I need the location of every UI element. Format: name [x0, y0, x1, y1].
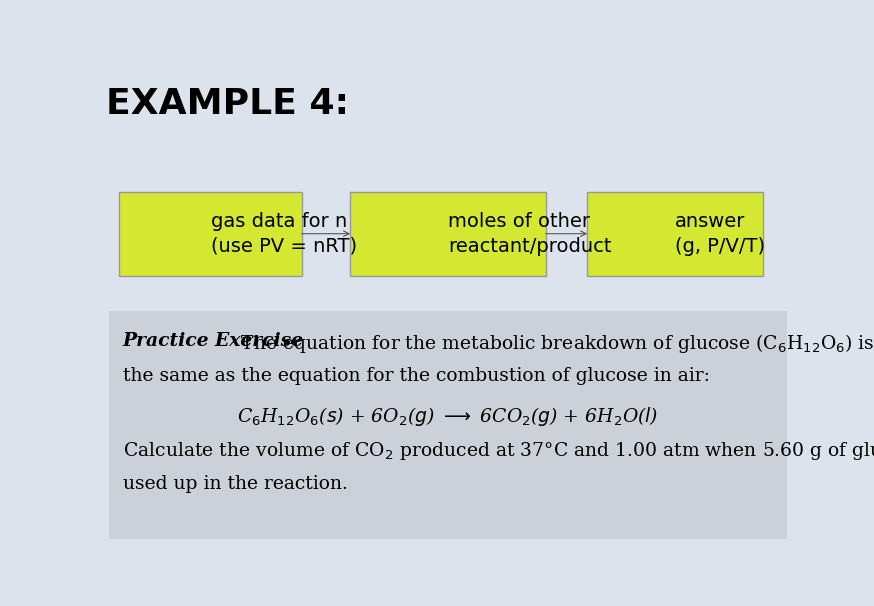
Text: The equation for the metabolic breakdown of glucose (C$_6$H$_{12}$O$_6$) is: The equation for the metabolic breakdown… [234, 331, 874, 355]
Text: used up in the reaction.: used up in the reaction. [122, 475, 348, 493]
Text: EXAMPLE 4:: EXAMPLE 4: [106, 87, 349, 121]
Bar [109, 311, 787, 539]
FancyBboxPatch shape [120, 191, 302, 276]
FancyBboxPatch shape [350, 191, 546, 276]
Text: moles of other
reactant/product: moles of other reactant/product [448, 211, 612, 256]
FancyBboxPatch shape [586, 191, 763, 276]
Text: answer
(g, P/V/T): answer (g, P/V/T) [675, 211, 765, 256]
Text: Calculate the volume of CO$_2$ produced at 37°C and 1.00 atm when 5.60 g of gluc: Calculate the volume of CO$_2$ produced … [122, 440, 874, 462]
Text: gas data for n
(use PV = nRT): gas data for n (use PV = nRT) [211, 211, 357, 256]
Text: Practice Exercise: Practice Exercise [122, 331, 304, 350]
Text: C$_6$H$_{12}$O$_6$($s$) + 6O$_2$($g$) $\longrightarrow$ 6CO$_2$($g$) + 6H$_2$O($: C$_6$H$_{12}$O$_6$($s$) + 6O$_2$($g$) $\… [237, 405, 659, 428]
Text: the same as the equation for the combustion of glucose in air:: the same as the equation for the combust… [122, 367, 710, 385]
Bar [109, 73, 787, 311]
